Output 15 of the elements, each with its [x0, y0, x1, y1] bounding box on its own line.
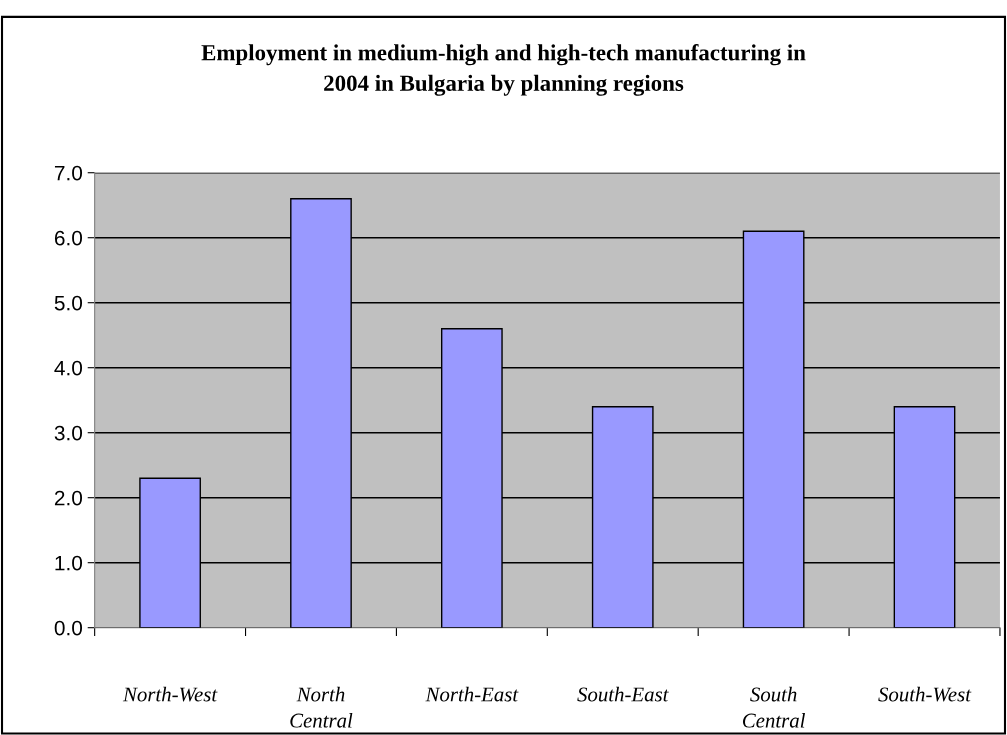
y-tick-label: 6.0 — [54, 230, 83, 246]
y-tick-label: 7.0 — [54, 165, 83, 181]
y-tick-label: 2.0 — [54, 490, 83, 506]
chart-title: Employment in medium-high and high-tech manufacturing in 2004 in Bulgaria by planning regions — [201, 44, 806, 96]
x-tick-label: North-West — [122, 686, 218, 702]
y-tick-label: 3.0 — [54, 425, 83, 441]
x-tick-label: North-East — [425, 686, 519, 702]
x-tick-label: South Central — [742, 686, 805, 728]
y-tick-label: 4.0 — [54, 360, 83, 376]
y-tick-label: 0.0 — [54, 620, 83, 636]
y-tick-label: 5.0 — [54, 295, 83, 311]
y-tick-label: 1.0 — [55, 555, 83, 571]
x-tick-label: South-East — [577, 686, 669, 702]
x-tick-label: South-West — [878, 686, 972, 702]
x-tick-label: North Central — [290, 686, 353, 728]
